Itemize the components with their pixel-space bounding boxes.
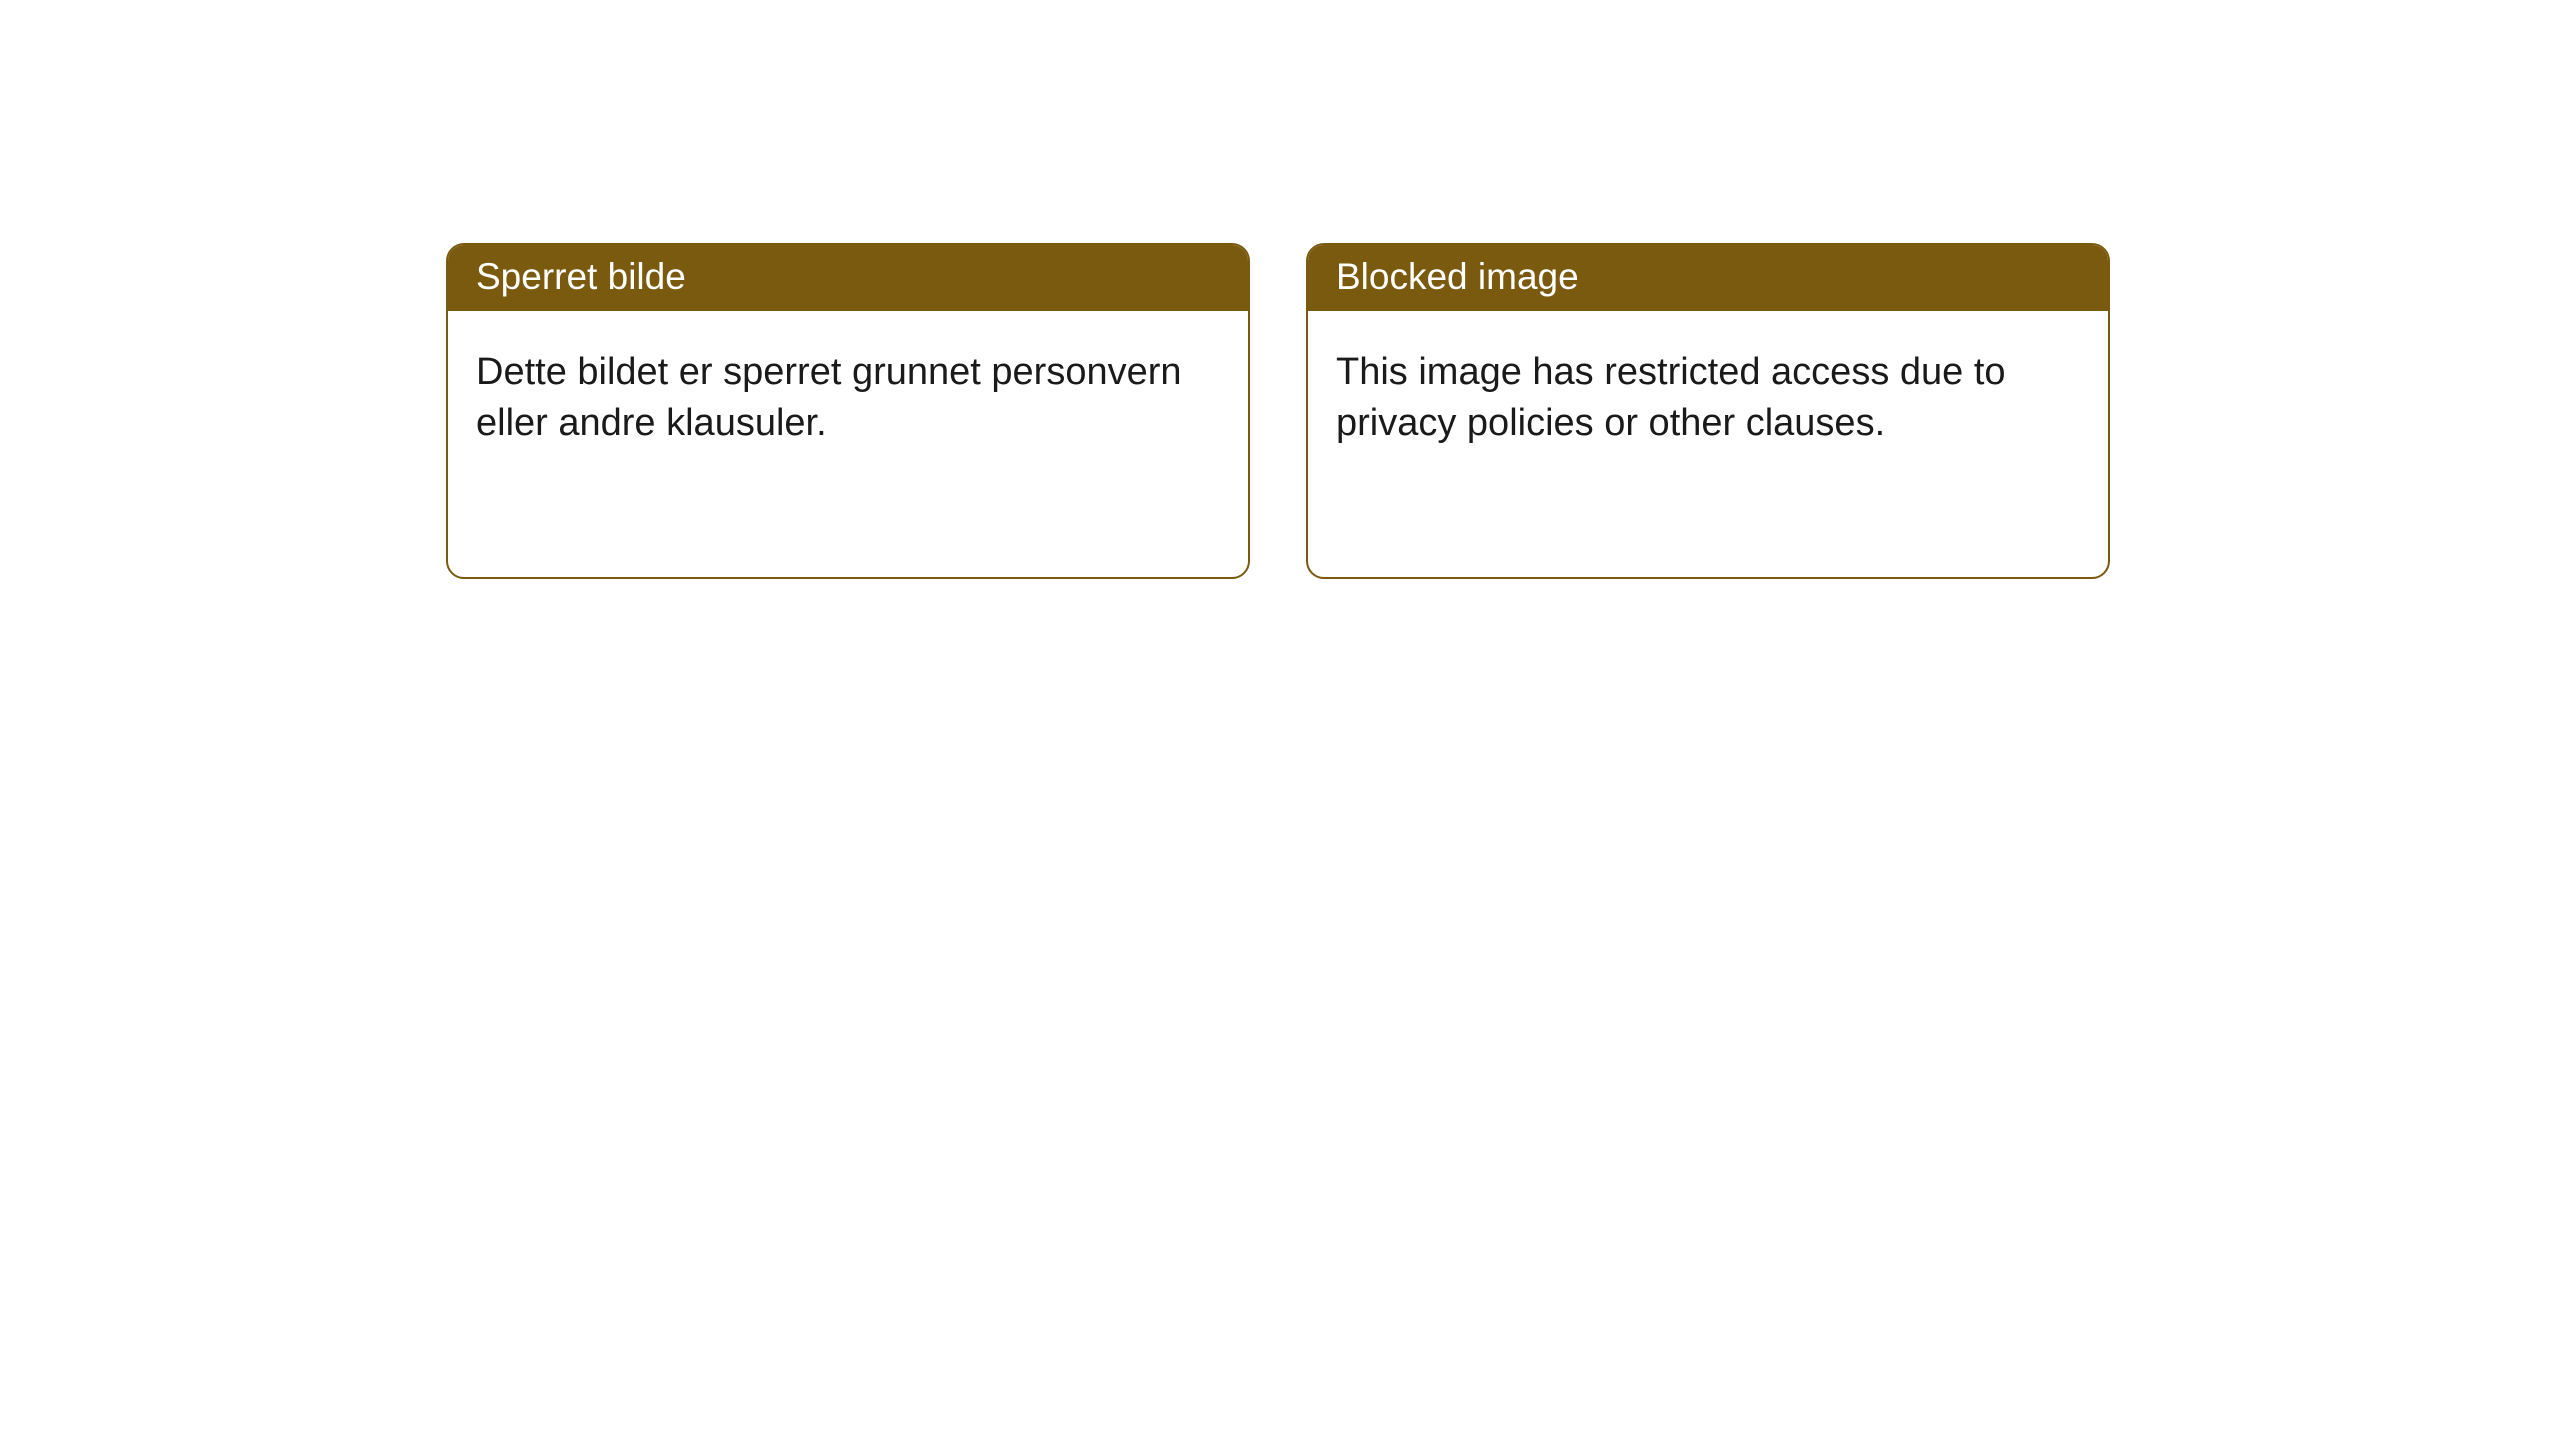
notice-card-text: Dette bildet er sperret grunnet personve… [476,351,1182,444]
notice-card-body: Dette bildet er sperret grunnet personve… [448,311,1248,478]
notice-card-norwegian: Sperret bilde Dette bildet er sperret gr… [446,243,1250,579]
notice-card-english: Blocked image This image has restricted … [1306,243,2110,579]
notice-card-title: Sperret bilde [476,256,686,297]
notice-card-title: Blocked image [1336,256,1579,297]
notice-card-header: Blocked image [1308,245,2108,311]
notice-card-header: Sperret bilde [448,245,1248,311]
notice-card-body: This image has restricted access due to … [1308,311,2108,478]
notice-card-text: This image has restricted access due to … [1336,351,2006,444]
notice-cards-container: Sperret bilde Dette bildet er sperret gr… [446,243,2560,579]
